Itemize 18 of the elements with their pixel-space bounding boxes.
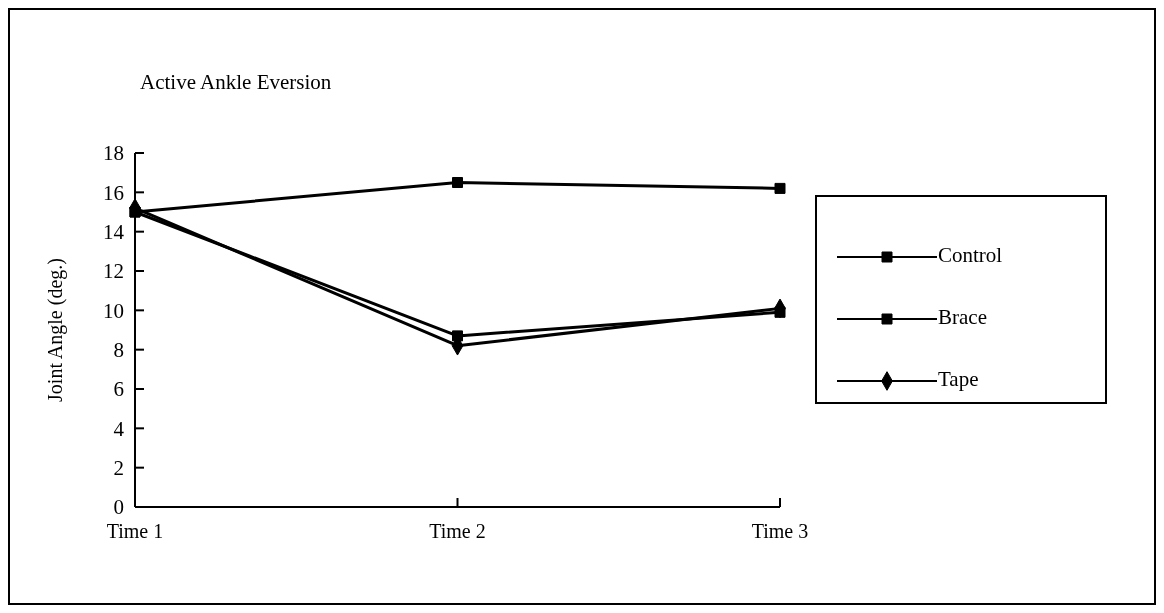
legend-label: Brace bbox=[938, 305, 987, 330]
y-tick-label: 18 bbox=[103, 141, 124, 166]
y-tick-label: 6 bbox=[113, 377, 124, 402]
x-tick-label: Time 3 bbox=[751, 520, 809, 543]
x-tick-label: Time 1 bbox=[106, 520, 164, 543]
y-tick-label: 2 bbox=[113, 456, 124, 481]
y-axis-title: Joint Angle (deg.) bbox=[44, 258, 68, 402]
y-tick-label: 16 bbox=[103, 180, 124, 205]
y-tick-label: 4 bbox=[113, 416, 125, 441]
chart-title: Active Ankle Eversion bbox=[140, 70, 332, 95]
x-tick-label: Time 2 bbox=[429, 520, 486, 543]
legend-label: Tape bbox=[938, 367, 979, 392]
y-tick-label: 8 bbox=[113, 338, 124, 363]
y-tick-label: 10 bbox=[103, 298, 124, 323]
y-tick-label: 12 bbox=[103, 259, 124, 284]
y-tick-label: 14 bbox=[103, 220, 125, 245]
y-tick-label: 0 bbox=[113, 495, 124, 520]
legend-label: Control bbox=[938, 243, 1003, 268]
